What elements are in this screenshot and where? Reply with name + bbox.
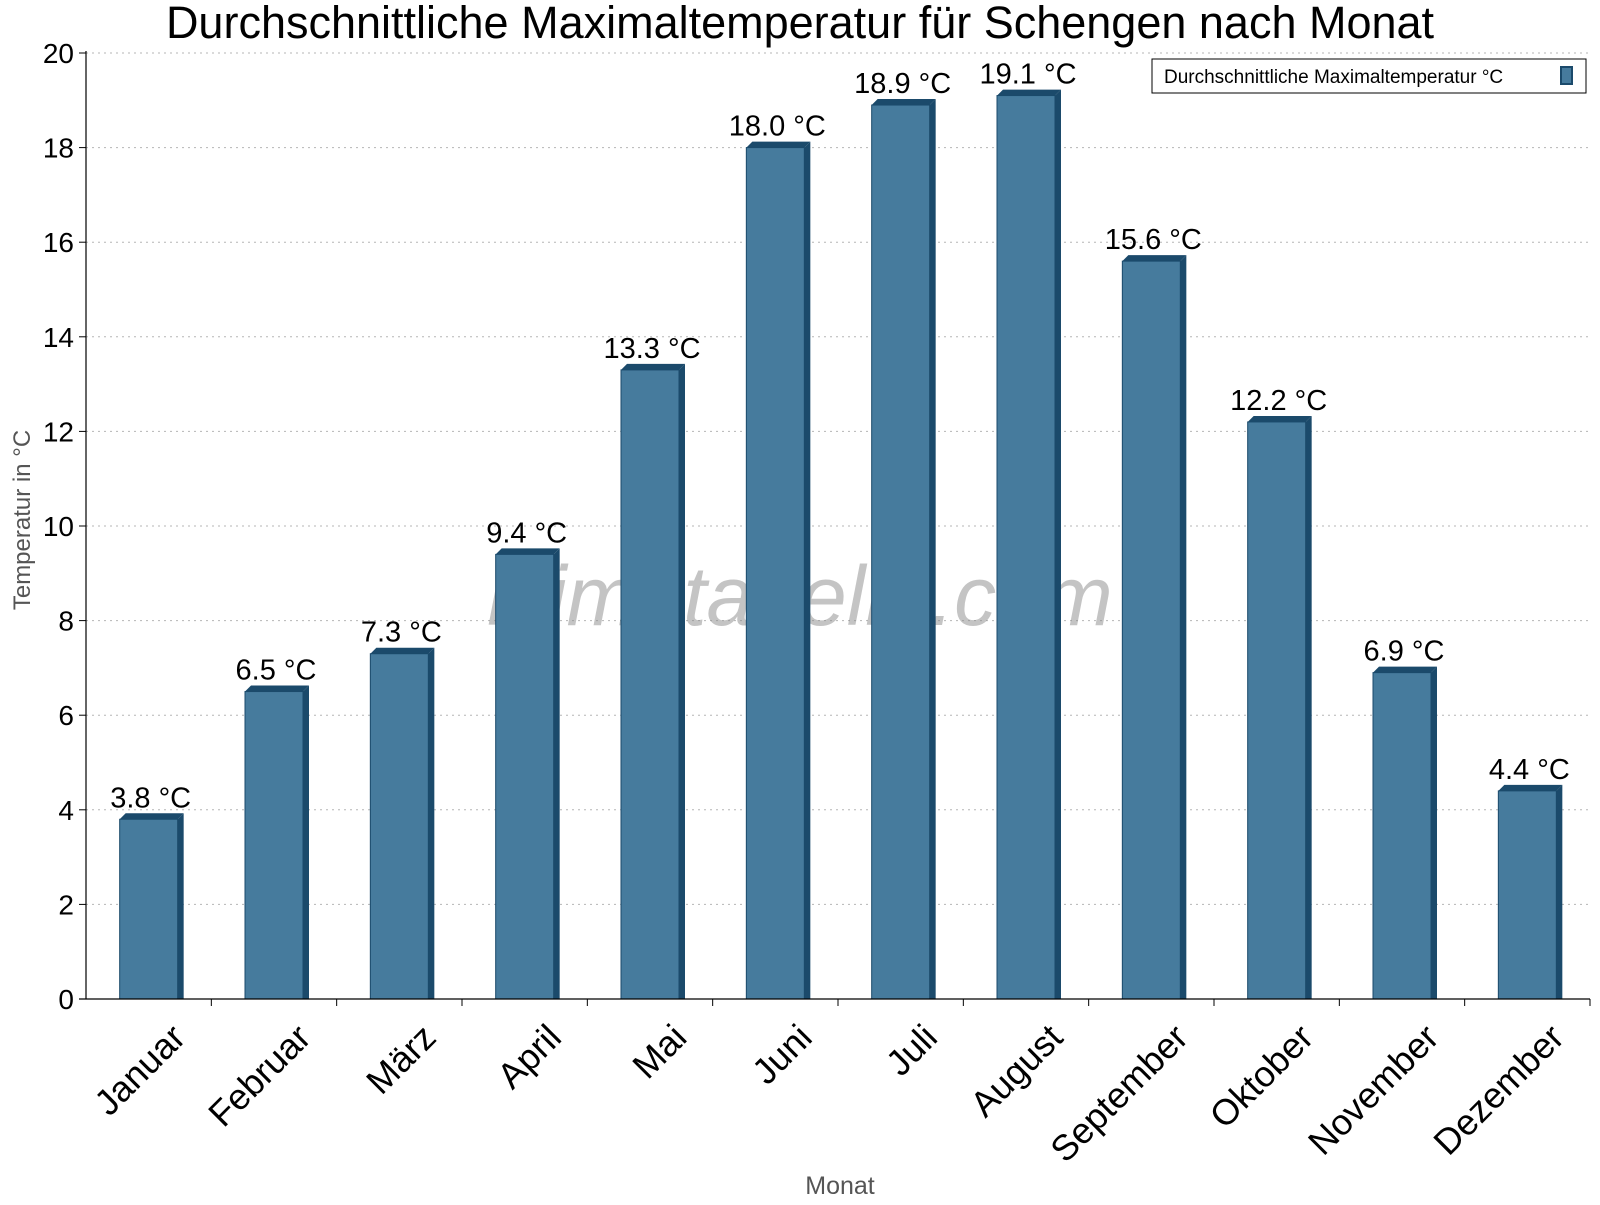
value-label: 4.4 °C [1489,754,1570,786]
y-tick-label: 6 [58,700,74,731]
x-tick-label: September [1042,1016,1196,1170]
x-tick-label: März [358,1016,444,1102]
chart-title: Durchschnittliche Maximaltemperatur für … [166,0,1435,48]
x-tick-label: Mai [624,1016,694,1086]
bar-top-edge [1498,784,1563,791]
bar-face [244,691,304,1000]
y-tick-label: 2 [58,889,74,920]
x-tick-label: Juli [878,1016,945,1083]
y-tick-label: 8 [58,606,74,637]
bar-side-edge [679,363,685,999]
bar-face [1372,672,1432,1000]
bar-september [1121,255,1187,1000]
bar-top-edge [1247,415,1312,422]
bar-juni [745,141,811,1000]
value-label: 13.3 °C [603,333,700,365]
bar-side-edge [553,548,560,999]
bar-top-edge [621,363,685,370]
bar-face [745,147,805,1000]
value-label: 9.4 °C [486,517,567,549]
gridlines [86,52,1590,905]
bars [119,89,1563,1000]
bar-oktober [1247,415,1312,1000]
x-axis-title: Monat [805,1172,875,1200]
x-tick-label: April [489,1016,569,1096]
bar-top-edge [1122,255,1187,262]
value-label: 15.6 °C [1105,224,1202,256]
value-label: 3.8 °C [110,782,191,814]
bar-top-edge [245,685,309,692]
bar-face [996,95,1056,1000]
legend: Durchschnittliche Maximaltemperatur °C [1151,58,1587,94]
y-axis-title: Temperatur in °C [9,430,36,610]
bar-april [495,548,560,1000]
legend-label: Durchschnittliche Maximaltemperatur °C [1164,67,1503,88]
bar-side-edge [1305,415,1312,999]
x-tick-label: Februar [200,1016,318,1134]
value-label: 7.3 °C [361,617,442,649]
x-tick-label: November [1300,1016,1446,1162]
bar-face [871,104,931,1000]
x-tick-label: Januar [86,1016,193,1123]
value-labels: 3.8 °C 6.5 °C 7.3 °C 9.4 °C 13.3 °C 18.0 °C 18… [110,59,1570,815]
bar-top-edge [370,647,435,654]
bar-top-edge [871,99,936,106]
x-tick-label: Juni [744,1016,820,1092]
bar-top-edge [997,89,1061,96]
bar-märz [369,647,435,1000]
bar-mai [620,363,685,1000]
bar-dezember [1497,784,1563,1000]
y-tick-label: 10 [43,511,74,542]
bar-side-edge [428,647,435,999]
x-tick-label: August [962,1016,1070,1124]
value-label: 19.1 °C [979,59,1076,91]
bar-face [1247,421,1307,1000]
bar-top-edge [495,548,560,555]
bar-face [1121,260,1181,1000]
bar-januar [119,813,184,1000]
value-label: 6.5 °C [236,655,317,687]
value-label: 18.9 °C [854,68,951,100]
bar-face [495,553,555,1000]
bar-november [1372,666,1437,1000]
bar-august [996,89,1061,1000]
bar-side-edge [177,813,184,999]
legend-swatch [1560,66,1573,85]
y-tick-label: 20 [43,38,74,69]
bar-side-edge [804,141,811,1000]
y-tick-label: 4 [58,795,74,826]
y-tick-label: 0 [58,984,74,1015]
bar-top-edge [1373,666,1437,673]
y-tick-label: 18 [43,133,74,164]
bar-face [369,653,429,1000]
bar-top-edge [119,813,184,820]
y-tick-label: 16 [43,227,74,258]
bar-face [119,818,179,1000]
value-label: 18.0 °C [729,111,826,143]
bar-side-edge [1431,666,1437,999]
bar-februar [244,685,309,1000]
bar-side-edge [303,685,309,999]
y-tick-label: 14 [43,322,74,353]
bar-side-edge [1180,255,1187,999]
value-label: 6.9 °C [1364,636,1445,668]
y-tick-label: 12 [43,416,74,447]
bar-face [620,369,680,1000]
bar-face [1497,790,1557,1000]
bar-top-edge [746,141,811,148]
bar-side-edge [1055,89,1061,999]
bar-side-edge [1556,784,1563,999]
bar-juli [871,99,936,1000]
x-tick-label: Oktober [1201,1016,1321,1136]
bar-side-edge [929,99,936,999]
x-tick-label: Dezember [1425,1016,1571,1162]
legend-box [1151,58,1587,94]
value-label: 12.2 °C [1230,385,1327,417]
